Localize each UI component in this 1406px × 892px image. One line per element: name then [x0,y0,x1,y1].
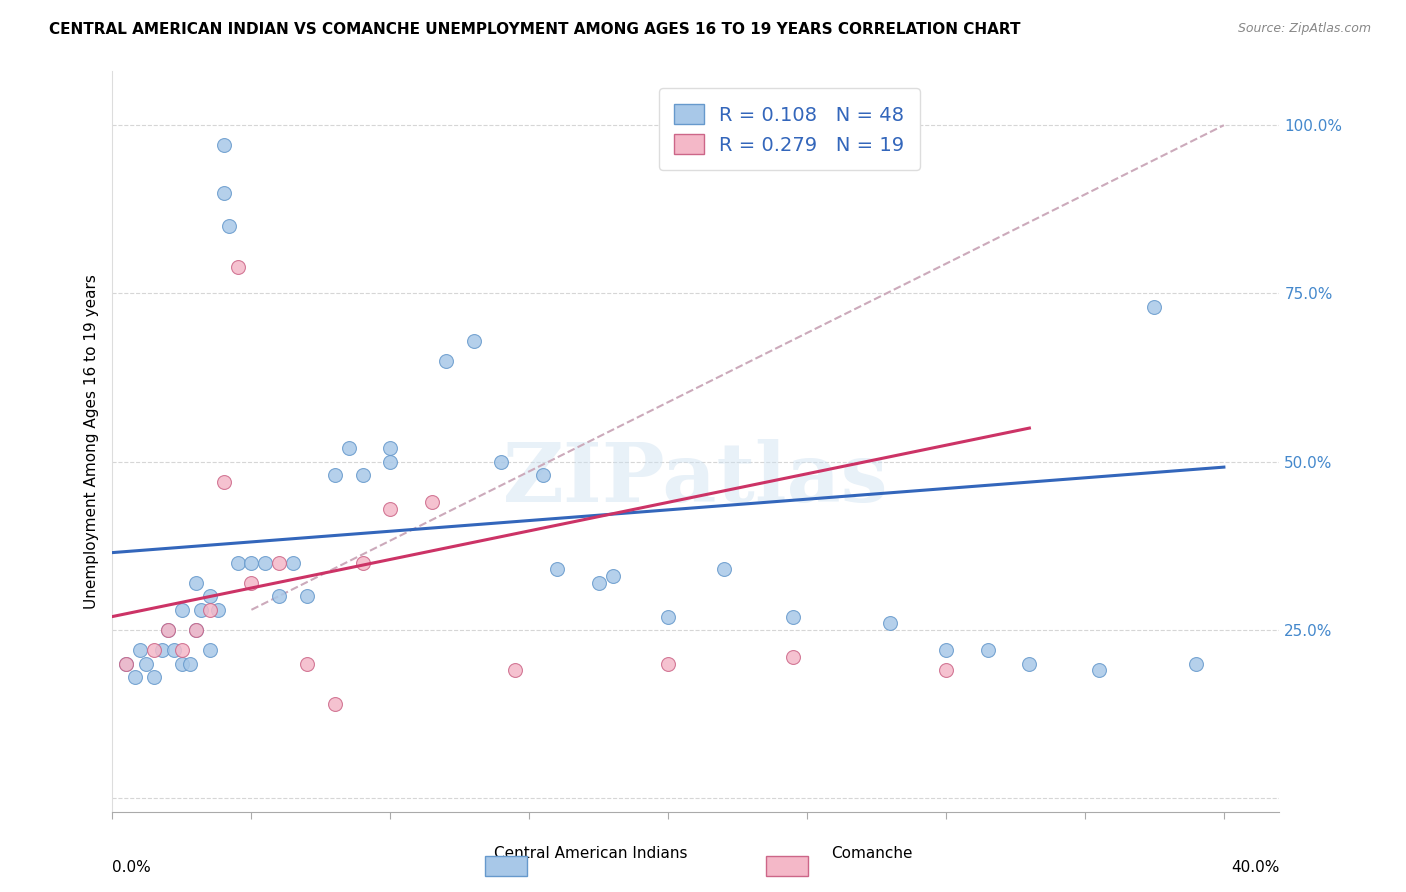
Point [212,475,235,489]
Point [269,590,291,604]
Text: Source: ZipAtlas.com: Source: ZipAtlas.com [1237,22,1371,36]
Point [782,609,804,624]
Point [170,603,193,617]
Point [198,603,221,617]
Point [588,575,610,590]
Text: Comanche: Comanche [831,846,912,861]
Point [157,623,180,637]
Y-axis label: Unemployment Among Ages 16 to 19 years: Unemployment Among Ages 16 to 19 years [83,274,98,609]
Text: 40.0%: 40.0% [1232,860,1279,875]
Point [115,657,138,671]
Point [531,468,554,483]
Point [281,556,304,570]
Point [337,442,360,456]
Point [935,643,957,657]
Point [657,657,679,671]
Point [505,664,527,678]
Point [135,657,157,671]
Point [1185,657,1208,671]
Text: 0.0%: 0.0% [112,860,152,875]
Text: ZIPatlas: ZIPatlas [503,439,889,518]
Point [380,442,402,456]
Point [207,603,229,617]
Point [184,623,207,637]
Point [602,569,624,583]
Point [184,623,207,637]
Point [323,697,346,711]
Point [198,643,221,657]
Point [143,643,166,657]
Point [162,643,184,657]
Point [657,609,679,624]
Point [152,643,174,657]
Point [115,657,138,671]
Point [434,353,457,368]
Point [935,664,957,678]
Point [190,603,212,617]
Point [184,575,207,590]
Point [254,556,277,570]
Legend: R = 0.108   N = 48, R = 0.279   N = 19: R = 0.108 N = 48, R = 0.279 N = 19 [659,88,920,170]
Point [170,657,193,671]
Point [782,649,804,664]
Point [179,657,201,671]
Point [380,455,402,469]
Point [352,468,374,483]
Point [1143,300,1166,314]
Point [295,590,318,604]
Point [226,260,249,274]
Point [295,657,318,671]
Point [380,501,402,516]
Text: Central American Indians: Central American Indians [494,846,688,861]
Point [124,670,146,684]
Point [463,334,485,348]
Point [269,556,291,570]
Point [240,575,263,590]
Point [879,616,901,631]
Point [546,562,568,576]
Point [143,670,166,684]
Point [240,556,263,570]
Point [212,186,235,200]
Point [976,643,998,657]
Point [323,468,346,483]
Point [226,556,249,570]
Point [1018,657,1040,671]
Point [713,562,735,576]
Point [352,556,374,570]
Point [170,643,193,657]
Point [129,643,152,657]
Point [157,623,180,637]
Point [420,495,443,509]
Point [1088,664,1111,678]
Point [212,138,235,153]
Text: CENTRAL AMERICAN INDIAN VS COMANCHE UNEMPLOYMENT AMONG AGES 16 TO 19 YEARS CORRE: CENTRAL AMERICAN INDIAN VS COMANCHE UNEM… [49,22,1021,37]
Point [491,455,513,469]
Point [218,219,240,234]
Point [198,590,221,604]
